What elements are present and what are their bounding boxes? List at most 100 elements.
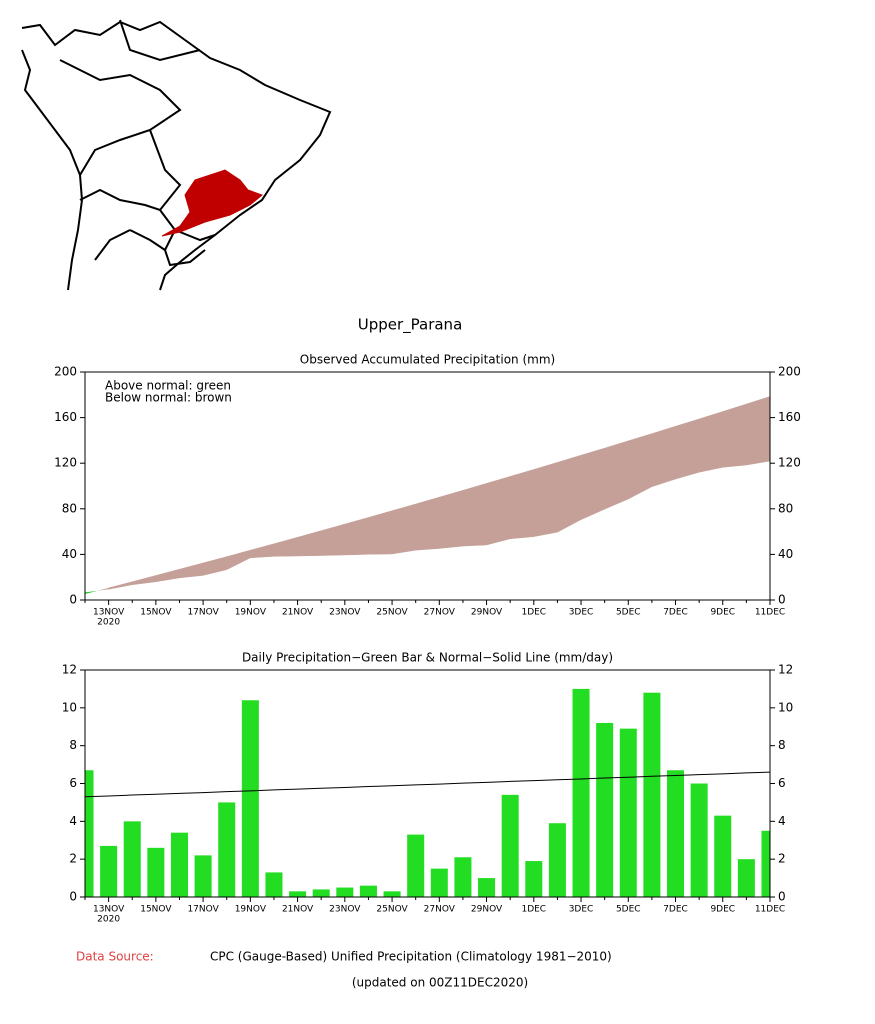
plot xyxy=(85,396,770,594)
x-tick-label: 13NOV xyxy=(93,608,125,618)
y2-tick-label: 4 xyxy=(778,814,786,828)
bar xyxy=(194,855,212,897)
bar xyxy=(737,859,755,897)
bar xyxy=(643,692,661,897)
y2-tick-label: 2 xyxy=(778,852,786,866)
y-tick-label: 12 xyxy=(62,663,77,677)
bar xyxy=(548,823,566,897)
y-tick-label: 6 xyxy=(69,776,77,790)
x-tick-label: 5DEC xyxy=(616,905,641,915)
x-tick-label: 23NOV xyxy=(329,608,361,618)
chart-title: Daily Precipitation−Green Bar & Normal−S… xyxy=(242,651,613,665)
area-segment xyxy=(391,503,416,555)
x-tick-label: 25NOV xyxy=(376,608,408,618)
plot xyxy=(85,688,770,897)
bar xyxy=(170,832,188,897)
bar xyxy=(100,845,118,897)
y-tick-label: 160 xyxy=(54,410,77,424)
source-label: Data Source: xyxy=(76,950,154,964)
bar xyxy=(619,728,637,897)
area-segment xyxy=(415,496,440,551)
x-sublabel: 2020 xyxy=(97,915,120,925)
bar xyxy=(572,688,590,897)
bar xyxy=(265,872,283,897)
map xyxy=(21,19,332,291)
y-tick-label: 120 xyxy=(54,456,77,470)
chart-title: Observed Accumulated Precipitation (mm) xyxy=(300,353,555,367)
bar xyxy=(383,891,401,897)
area-segment xyxy=(155,568,180,583)
x-tick-label: 9DEC xyxy=(710,905,735,915)
area-segment xyxy=(320,523,346,556)
x-tick-label: 3DEC xyxy=(569,905,594,915)
y-tick-label: 2 xyxy=(69,852,77,866)
normal-line xyxy=(85,771,770,798)
x-tick-label: 25NOV xyxy=(376,905,408,915)
area-segment xyxy=(746,396,770,466)
x-tick-label: 1DEC xyxy=(521,608,546,618)
x-tick-label: 19NOV xyxy=(235,608,267,618)
area-segment xyxy=(651,425,676,488)
area-segment xyxy=(368,510,393,555)
x-tick-label: 19NOV xyxy=(235,905,267,915)
bar xyxy=(690,783,708,897)
bar xyxy=(289,891,307,897)
annotation: Below normal: brown xyxy=(105,391,232,405)
y-tick-label: 10 xyxy=(62,700,77,714)
bar xyxy=(596,722,614,897)
x-tick-label: 23NOV xyxy=(329,905,361,915)
y2-tick-label: 0 xyxy=(778,593,786,607)
bar xyxy=(525,861,543,897)
area-segment xyxy=(202,556,227,576)
x-tick-label: 3DEC xyxy=(569,608,594,618)
updated: (updated on 00Z11DEC2020) xyxy=(352,976,528,990)
bar xyxy=(336,887,354,897)
x-tick-label: 7DEC xyxy=(663,608,688,618)
y-tick-label: 4 xyxy=(69,814,77,828)
y-tick-label: 0 xyxy=(69,890,77,904)
y2-tick-label: 0 xyxy=(778,890,786,904)
y2-tick-label: 40 xyxy=(778,547,793,561)
y-tick-label: 200 xyxy=(54,365,77,379)
y2-tick-label: 160 xyxy=(778,410,801,424)
x-tick-label: 9DEC xyxy=(710,608,735,618)
bar xyxy=(454,857,472,897)
area-segment xyxy=(297,530,322,557)
x-tick-label: 1DEC xyxy=(521,905,546,915)
y2-tick-label: 6 xyxy=(778,776,786,790)
area-segment xyxy=(108,581,133,590)
y2-tick-label: 12 xyxy=(778,663,793,677)
basin xyxy=(161,169,263,237)
bar xyxy=(218,802,236,897)
area-segment xyxy=(533,462,558,537)
y-tick-label: 40 xyxy=(62,547,77,561)
area-segment xyxy=(722,403,747,468)
frame xyxy=(84,371,771,601)
bar xyxy=(667,770,685,897)
y-tick-label: 0 xyxy=(69,593,77,607)
bar xyxy=(359,885,377,897)
bar xyxy=(241,700,259,897)
area-segment xyxy=(131,575,157,586)
coastline xyxy=(21,20,332,291)
y2-tick-label: 200 xyxy=(778,365,801,379)
x-tick-label: 5DEC xyxy=(616,608,641,618)
x-tick-label: 11DEC xyxy=(755,608,785,618)
y2-tick-label: 80 xyxy=(778,501,793,515)
x-tick-label: 7DEC xyxy=(663,905,688,915)
y2-tick-label: 120 xyxy=(778,456,801,470)
x-tick-label: 21NOV xyxy=(282,608,314,618)
bar xyxy=(478,878,496,897)
area-segment xyxy=(462,483,487,547)
area-segment xyxy=(628,433,653,500)
y2-tick-label: 10 xyxy=(778,700,793,714)
source: CPC (Gauge-Based) Unified Precipitation … xyxy=(210,950,612,964)
x-tick-label: 29NOV xyxy=(471,608,503,618)
area-segment xyxy=(580,447,605,521)
area-segment xyxy=(604,440,629,510)
x-tick-label: 27NOV xyxy=(424,608,456,618)
bar xyxy=(407,834,425,897)
area-segment xyxy=(675,418,700,480)
